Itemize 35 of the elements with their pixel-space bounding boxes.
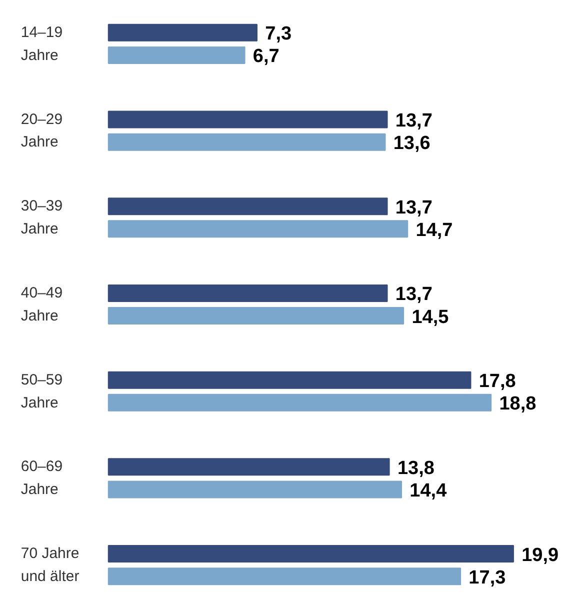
data-label: 13,7: [395, 197, 432, 218]
y-tick-label: 30–39 Jahre: [20, 198, 63, 238]
y-tick-label: 70 Jahre und älter: [20, 545, 80, 586]
y-tick-label: 50–59 Jahre: [20, 371, 63, 412]
data-label: 18,8: [499, 394, 536, 415]
bar: [108, 568, 462, 586]
data-label: 13,6: [393, 133, 430, 154]
y-tick-label: 40–49 Jahre: [20, 284, 63, 324]
data-label: 13,8: [397, 458, 434, 479]
bar: [108, 220, 408, 238]
data-label: 13,7: [395, 110, 432, 132]
data-label: 13,7: [395, 284, 432, 306]
data-label: 14,7: [416, 220, 453, 241]
bar: [108, 133, 386, 151]
bar: [108, 284, 388, 302]
data-label: 19,9: [522, 544, 559, 566]
bar: [108, 545, 514, 563]
bar: [108, 307, 404, 325]
bar: [108, 198, 388, 216]
y-tick-label: 20–29 Jahre: [20, 110, 63, 151]
data-label: 14,5: [412, 306, 450, 328]
bar: [108, 458, 390, 476]
bar: [108, 480, 402, 498]
bar: [108, 24, 258, 42]
data-label: 7,3: [265, 24, 292, 45]
bar: [108, 371, 472, 389]
bar: [108, 394, 492, 412]
y-tick-label: 60–69 Jahre: [20, 458, 63, 498]
data-label: 6,7: [252, 46, 280, 68]
data-label: 17,8: [478, 371, 516, 392]
data-label: 14,4: [410, 480, 448, 502]
y-tick-label: 14–19 Jahre: [20, 24, 63, 64]
bar: [108, 110, 388, 128]
bar: [108, 46, 246, 64]
data-label: 17,3: [468, 567, 506, 588]
